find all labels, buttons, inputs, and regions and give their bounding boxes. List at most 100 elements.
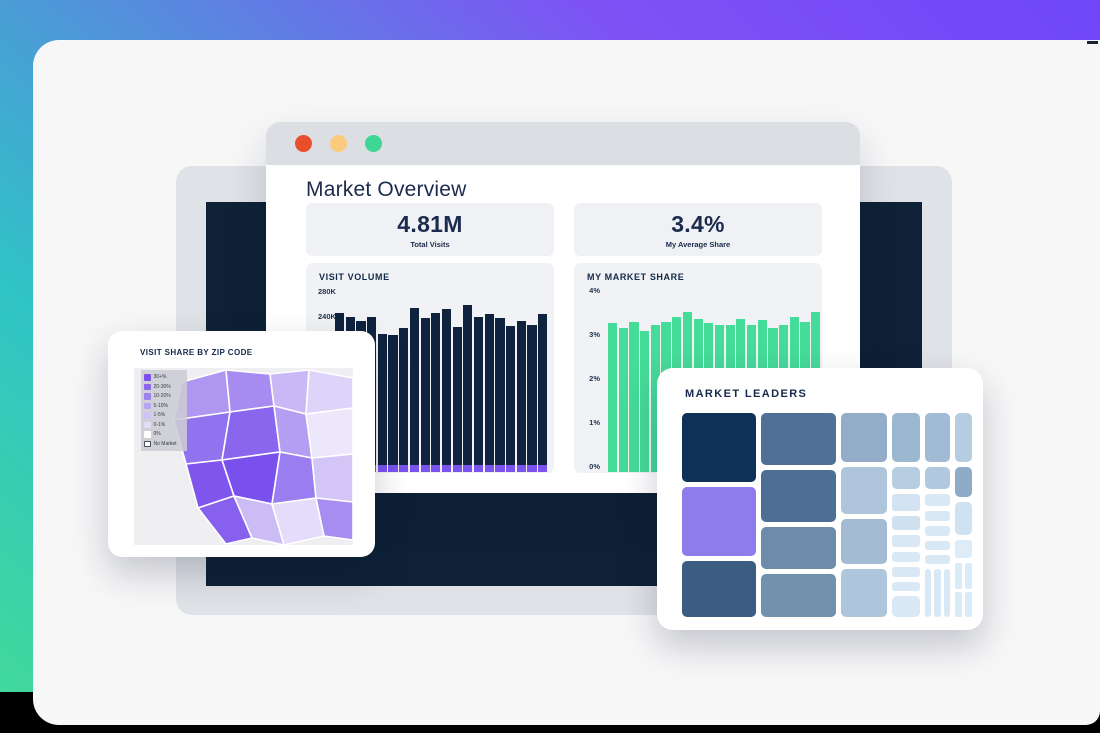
bar-segment-base [538,465,548,472]
market-share-bar [608,322,618,472]
legend-label: 30+% [153,374,167,381]
legend-label: 1-5% [153,412,166,419]
bar-segment-visits [420,318,430,465]
total-visits-label: Total Visits [410,239,450,249]
treemap-block [892,596,920,617]
treemap-column [761,413,836,617]
bar-segment-base [399,465,409,472]
bar-segment-visits [484,314,494,465]
treemap-block [925,526,950,536]
legend-row: No Market [144,440,184,447]
bar-segment-visits [516,321,526,465]
treemap-block [925,511,950,521]
legend-row: 0-1% [144,421,184,428]
legend-swatch [144,440,151,447]
visit-volume-title: VISIT VOLUME [319,272,390,282]
treemap-block [925,569,932,617]
bar-segment-visits [409,308,419,465]
bar-segment-visits [473,317,484,465]
treemap-column [892,413,920,617]
treemap-block [925,541,950,550]
treemap-block [841,519,887,564]
market-share-bar [650,325,660,472]
bar-segment-base [516,465,526,472]
treemap-block [892,567,920,577]
legend-label: No Market [153,440,177,447]
legend-row: 1-5% [144,412,184,419]
bar-segment-visits [431,312,441,465]
vv-tick-240k: 240K [318,312,336,321]
visit-volume-bar [377,333,387,472]
visit-volume-bar [431,312,441,472]
treemap-block [682,487,756,556]
bar-segment-base [463,465,473,472]
visit-volume-bar [399,327,409,472]
treemap-block [925,555,950,564]
bar-segment-base [484,465,494,472]
visit-volume-bar [388,335,398,472]
bar-segment-visits [388,335,398,465]
bar-segment-base [495,465,505,472]
bar-segment-base [409,465,419,472]
treemap-block [925,467,950,489]
legend-label: 5-10% [153,402,168,409]
treemap-block [841,467,887,514]
visit-volume-bar [463,305,473,472]
ms-tick-0: 0% [589,462,600,471]
treemap-block [892,494,920,511]
market-leaders-title: MARKET LEADERS [685,388,808,400]
treemap-block [761,413,836,465]
treemap-block [892,516,920,530]
minimize-button[interactable] [330,135,347,152]
visit-volume-bar [420,318,430,472]
treemap-column [955,413,972,617]
visit-volume-bar [495,318,505,472]
legend-swatch [144,421,151,428]
visit-volume-bar [473,317,484,472]
market-leaders-card: MARKET LEADERS [657,368,983,630]
legend-swatch [144,412,151,419]
zoom-button[interactable] [365,135,382,152]
close-button[interactable] [295,135,312,152]
total-visits-card: 4.81M Total Visits [306,203,554,256]
choropleth-map: 30+% 20-30% 10-20% 5-10% 1-5% 0-1% 0% No Market [134,368,353,545]
treemap-block [955,563,972,617]
legend-row: 5-10% [144,402,184,409]
market-share-bar [629,321,639,472]
bar-segment-visits [452,327,462,465]
treemap-block [761,574,836,617]
bar-segment-visits [527,324,537,465]
vv-tick-280k: 280K [318,287,336,296]
bar-segment-visits [495,318,505,465]
treemap-block [682,561,756,617]
treemap-block [892,552,920,562]
legend-label: 20-30% [153,383,171,390]
visit-volume-bar [409,308,419,472]
treemap-block [955,563,962,589]
treemap-block [965,591,972,617]
bar-segment-base [527,465,537,472]
treemap-block [955,413,972,462]
bar-segment-base [377,465,387,472]
treemap-block [925,569,950,617]
treemap-block [892,582,920,591]
legend-label: 0-1% [153,421,166,428]
bar-segment-base [431,465,441,472]
treemap-block [892,467,920,489]
bar-segment-base [473,465,484,472]
bar-segment-base [452,465,462,472]
treemap-block [841,569,887,617]
visit-volume-bar [452,327,462,472]
treemap-block [955,467,972,497]
visit-volume-bar [506,326,516,472]
treemap-block [965,563,972,589]
stats-row: 4.81M Total Visits 3.4% My Average Share [306,203,822,256]
legend-row: 30+% [144,374,184,381]
average-share-value: 3.4% [671,210,725,237]
bar-segment-visits [399,327,409,465]
legend-swatch [144,393,151,400]
page-title: Market Overview [306,178,467,201]
browser-titlebar [266,122,860,165]
legend-swatch [144,374,151,381]
map-polygons [173,369,353,545]
